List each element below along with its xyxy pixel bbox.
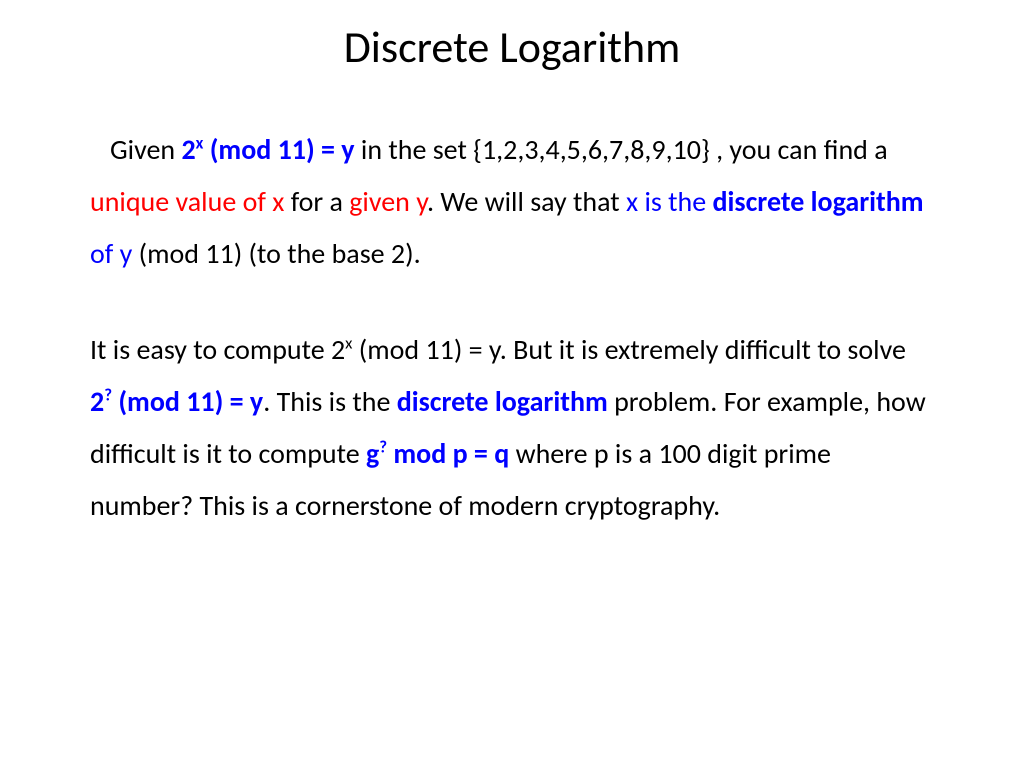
term-highlight: discrete logarithm (713, 184, 924, 219)
text-run: . This is the (263, 384, 397, 419)
emphasis-red: unique value of x (90, 184, 284, 219)
formula-highlight: 2? (mod 11) = y (90, 384, 263, 419)
paragraph-1: Given 2x (mod 11) = y in the set {1,2,3,… (90, 124, 934, 279)
term-highlight: discrete logarithm (397, 384, 608, 419)
emphasis-blue: of y (90, 236, 139, 271)
paragraph-2: It is easy to compute 2x (mod 11) = y. B… (90, 324, 934, 531)
text-run: (mod 11) (to the base 2). (139, 236, 421, 271)
text-run: It is easy to compute 2 (90, 332, 345, 367)
text-run: in the set {1,2,3,4,5,6,7,8,9,10} , you … (355, 132, 888, 167)
slide-title: Discrete Logarithm (90, 20, 934, 74)
formula-highlight: g? mod p = q (366, 436, 516, 471)
text-run: g (366, 436, 379, 471)
text-run: 2 (90, 384, 104, 419)
slide-body: Given 2x (mod 11) = y in the set {1,2,3,… (90, 124, 934, 532)
text-run: for a (284, 184, 349, 219)
formula-highlight: 2x (mod 11) = y (181, 132, 354, 167)
superscript: ? (104, 385, 112, 406)
text-run: Given (110, 132, 181, 167)
text-run: (mod 11) = y. But it is extremely diffic… (352, 332, 905, 367)
text-run: (mod 11) = y (203, 132, 354, 167)
emphasis-blue: x is the (626, 184, 713, 219)
text-run: (mod 11) = y (112, 384, 263, 419)
superscript: ? (379, 437, 387, 458)
slide: Discrete Logarithm Given 2x (mod 11) = y… (0, 0, 1024, 768)
text-run: 2 (181, 132, 195, 167)
text-run: mod p = q (387, 436, 516, 471)
emphasis-red: given y (349, 184, 427, 219)
text-run: . We will say that (427, 184, 626, 219)
